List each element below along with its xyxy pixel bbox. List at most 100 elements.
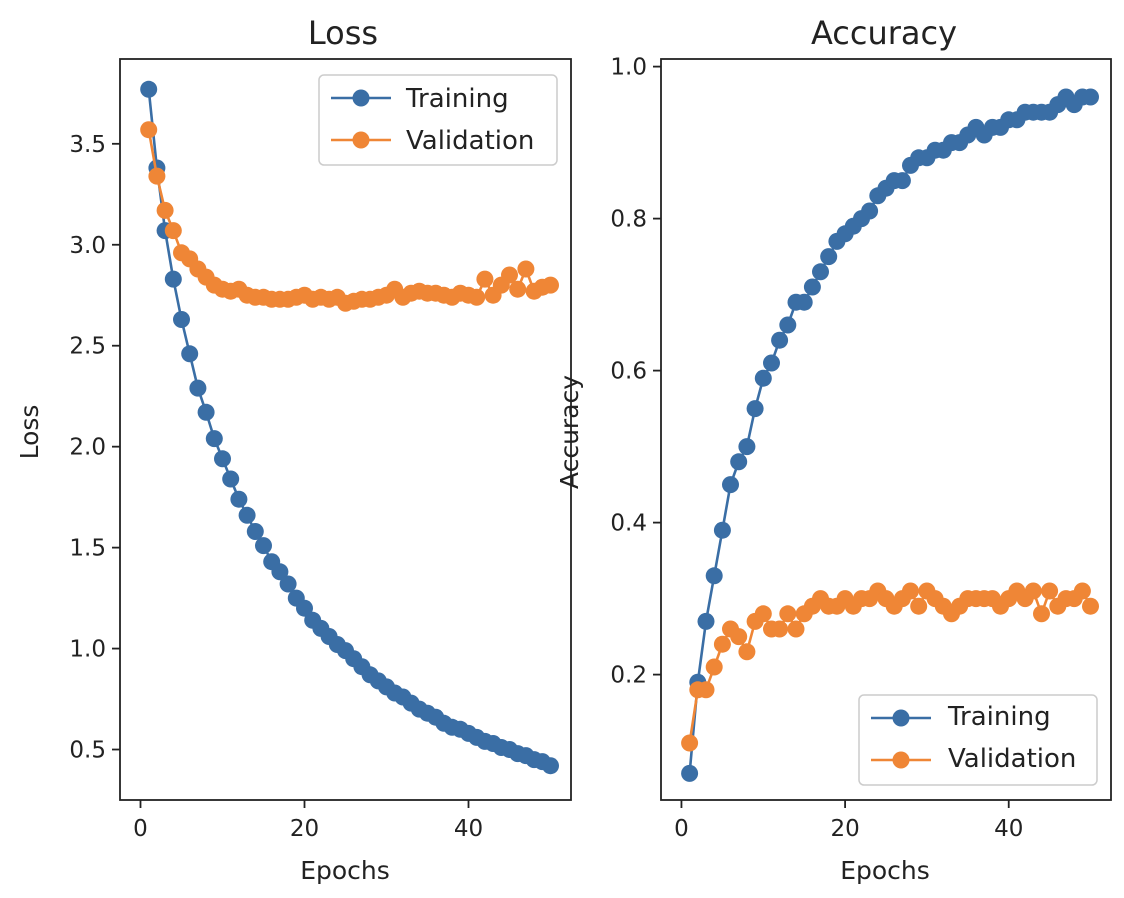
accuracy-training-point	[697, 612, 715, 630]
accuracy-x-tick-label: 20	[830, 816, 859, 842]
loss-legend-training-swatch-marker	[352, 89, 370, 107]
accuracy-validation-point	[1033, 605, 1050, 623]
loss-training-point	[246, 523, 264, 540]
accuracy-training-point	[820, 248, 838, 266]
accuracy-training-point	[681, 764, 699, 782]
accuracy-validation-point	[705, 658, 723, 676]
accuracy-validation-point	[1041, 582, 1059, 600]
accuracy-training-line	[688, 95, 1091, 774]
loss-training-point	[205, 430, 223, 448]
accuracy-x-axis-label: Epochs	[840, 856, 930, 885]
loss-legend-validation-label: Validation	[406, 126, 534, 156]
accuracy-y-tick-label: 0.8	[610, 207, 647, 233]
loss-x-tick-label: 40	[454, 816, 483, 842]
loss-validation-point	[542, 276, 559, 294]
accuracy-validation-point	[1073, 582, 1091, 600]
loss-y-tick-label: 1.0	[69, 637, 106, 663]
accuracy-panel: Accuracy Epochs Accuracy Training Valida…	[555, 14, 1112, 885]
loss-validation-point	[509, 280, 527, 298]
loss-x-axis-label: Epochs	[300, 856, 390, 885]
loss-validation-point	[148, 167, 166, 185]
loss-training-point	[214, 450, 231, 468]
accuracy-training-point	[763, 354, 780, 372]
accuracy-training-point	[893, 172, 911, 190]
loss-validation-point	[468, 288, 486, 306]
loss-validation-point	[476, 270, 494, 288]
loss-legend-training-label: Training	[405, 84, 509, 114]
accuracy-training-point	[795, 293, 813, 311]
accuracy-legend-validation: Validation	[871, 744, 1076, 774]
loss-training-point	[181, 345, 199, 363]
accuracy-x-tick-label: 0	[674, 816, 689, 842]
accuracy-training-point	[730, 453, 748, 471]
accuracy-training-point	[861, 202, 879, 220]
accuracy-validation-point	[1082, 597, 1099, 615]
loss-legend-validation-swatch-marker	[352, 131, 370, 149]
accuracy-plot-frame	[660, 58, 1112, 801]
accuracy-legend-training-label: Training	[947, 702, 1051, 732]
accuracy-validation-point	[754, 605, 772, 623]
loss-chart-title: Loss	[308, 14, 378, 52]
accuracy-legend-training: Training	[871, 702, 1051, 732]
accuracy-validation-point	[787, 620, 805, 638]
loss-training-point	[296, 599, 313, 617]
accuracy-legend-validation-label: Validation	[948, 744, 1076, 774]
loss-training-point	[255, 537, 272, 555]
accuracy-y-axis-label: Accuracy	[555, 375, 584, 489]
accuracy-validation-point	[738, 643, 756, 661]
accuracy-training-point	[803, 278, 821, 296]
loss-y-tick-label: 3.5	[69, 132, 106, 158]
loss-validation-point	[140, 121, 158, 139]
loss-x-tick-label: 0	[133, 816, 148, 842]
accuracy-validation-point	[697, 681, 715, 699]
accuracy-training-point	[779, 316, 797, 334]
accuracy-validation-point	[1024, 582, 1042, 600]
loss-validation-point	[164, 222, 182, 240]
loss-legend-validation: Validation	[331, 126, 534, 156]
accuracy-y-tick-label: 0.4	[610, 511, 647, 537]
accuracy-training-point	[771, 331, 789, 349]
loss-x-tick-label: 20	[290, 816, 319, 842]
loss-training-point	[222, 470, 240, 488]
loss-training-point	[279, 575, 297, 593]
accuracy-legend-validation-swatch-marker	[892, 751, 910, 769]
accuracy-y-tick-label: 1.0	[610, 55, 647, 81]
loss-y-axis-label: Loss	[15, 405, 44, 460]
accuracy-training-point	[713, 521, 731, 539]
accuracy-legend-training-swatch-marker	[892, 709, 910, 727]
loss-validation-point	[517, 260, 535, 278]
loss-validation-point	[156, 201, 174, 219]
accuracy-training-point	[754, 369, 772, 387]
accuracy-validation-point	[902, 582, 919, 600]
loss-validation-point	[501, 266, 518, 284]
loss-y-tick-label: 1.5	[69, 536, 106, 562]
accuracy-training-point	[746, 400, 764, 418]
loss-y-tick-label: 2.0	[69, 435, 106, 461]
loss-legend-training: Training	[331, 84, 509, 114]
accuracy-y-tick-label: 0.2	[610, 663, 647, 689]
accuracy-validation-point	[730, 628, 748, 646]
loss-training-point	[140, 80, 158, 98]
loss-training-point	[271, 563, 289, 581]
accuracy-chart-title: Accuracy	[811, 14, 957, 52]
loss-y-tick-label: 2.5	[69, 334, 106, 360]
accuracy-y-tick-label: 0.6	[610, 359, 647, 385]
accuracy-training-point	[705, 567, 723, 585]
accuracy-training-point	[722, 476, 739, 494]
accuracy-validation-point	[779, 605, 797, 623]
loss-training-point	[189, 379, 207, 397]
loss-y-tick-label: 0.5	[69, 738, 106, 764]
accuracy-validation-point	[910, 597, 928, 615]
loss-training-point	[197, 403, 215, 421]
loss-y-tick-label: 3.0	[69, 233, 106, 259]
accuracy-validation-point	[713, 635, 731, 653]
loss-training-point	[164, 270, 182, 288]
loss-training-point	[230, 490, 248, 508]
accuracy-validation-point	[681, 734, 699, 752]
loss-training-point	[173, 311, 190, 328]
loss-plot-frame	[119, 58, 572, 801]
loss-panel: Loss Epochs Loss Training Validation 0 20…	[15, 14, 572, 885]
loss-training-point	[238, 506, 256, 524]
accuracy-training-point	[1082, 88, 1099, 106]
